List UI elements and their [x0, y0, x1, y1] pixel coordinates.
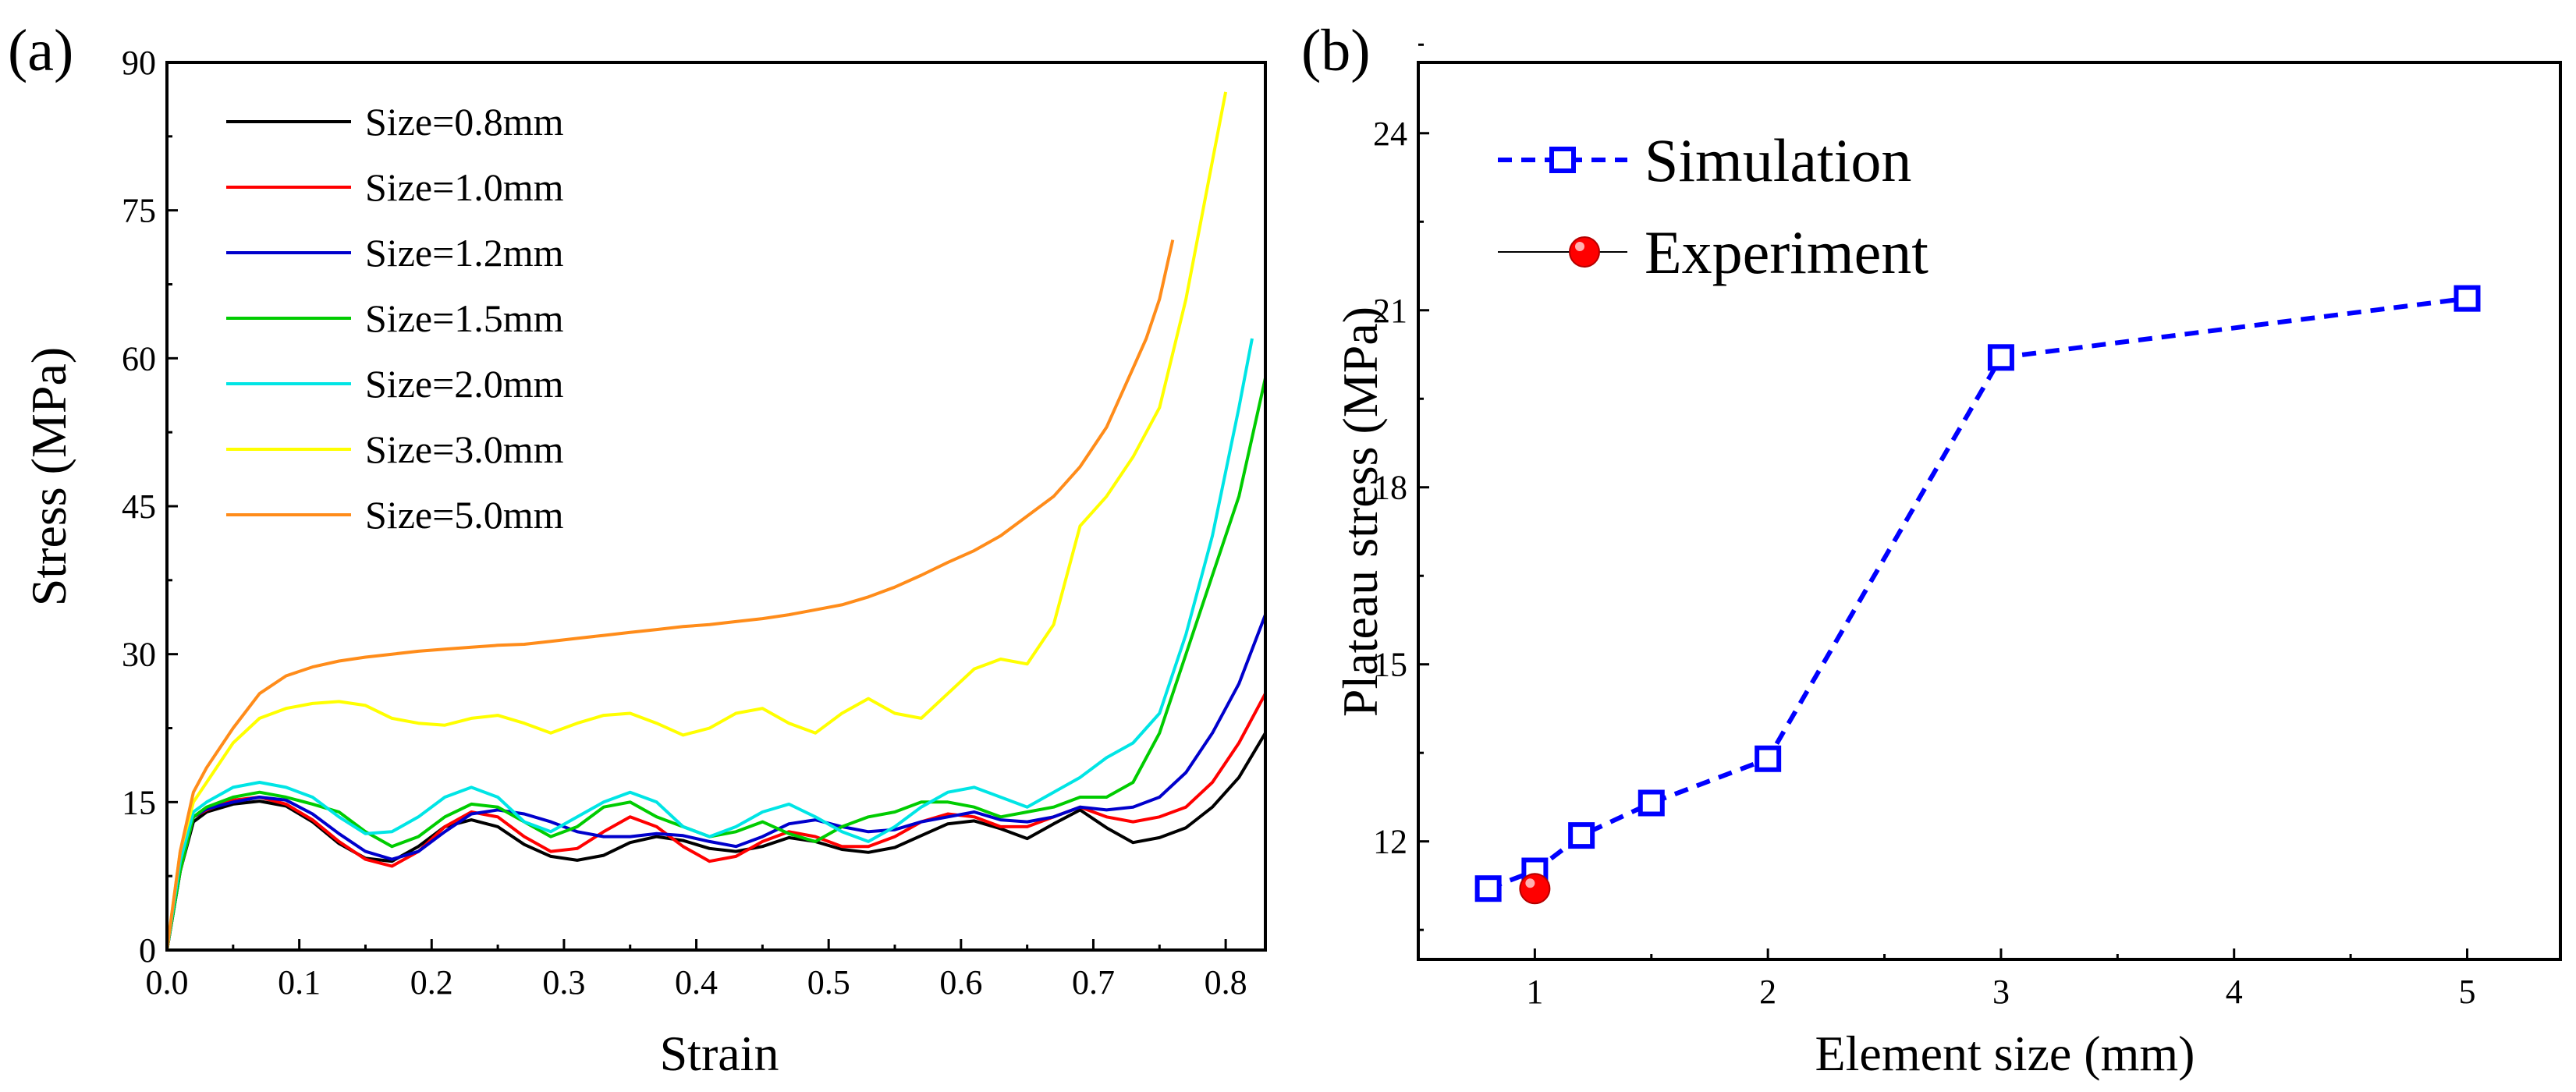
panel-b-frame: [1417, 61, 2562, 961]
y-tick-label: 18: [1373, 469, 1407, 507]
series-line-5: [165, 91, 1228, 951]
x-tick-label: 0.5: [807, 963, 850, 1002]
y-tick-label: 15: [1373, 646, 1407, 684]
experiment-marker-highlight: [1525, 878, 1535, 888]
legend-label-2: Size=1.2mm: [365, 231, 564, 275]
x-tick-label: 4: [2226, 973, 2243, 1011]
legend-label-experiment: Experiment: [1645, 218, 1928, 286]
x-tick-label: 0.1: [278, 963, 321, 1002]
panel-a-xlabel: Strain: [660, 1026, 779, 1081]
legend-label-simulation: Simulation: [1645, 126, 1911, 194]
panel-a-ylabel: Stress (MPa): [21, 347, 76, 606]
panel-b-xlabel: Element size (mm): [1815, 1026, 2195, 1081]
legend-label-0: Size=0.8mm: [365, 100, 564, 144]
legend-marker-experiment-highlight: [1575, 242, 1584, 251]
simulation-marker: [1637, 789, 1665, 817]
series-line-2: [165, 614, 1267, 951]
legend-label-5: Size=3.0mm: [365, 427, 564, 471]
x-tick-label: 0.8: [1205, 963, 1247, 1002]
simulation-marker: [1987, 344, 2014, 371]
simulation-line: [1487, 296, 2468, 892]
panel-a-legend: Size=0.8mm Size=1.0mm Size=1.2mm Size=1.5mm…: [226, 100, 564, 537]
x-tick-label: 0.7: [1072, 963, 1115, 1002]
panel-a-label: (a): [8, 18, 73, 83]
x-tick-label: 1: [1526, 973, 1543, 1011]
legend-label-6: Size=5.0mm: [365, 493, 564, 537]
y-tick-label: 90: [122, 44, 156, 82]
y-tick-label: 24: [1373, 115, 1407, 153]
legend-label-3: Size=1.5mm: [365, 296, 564, 340]
panel-a-frame: [165, 61, 1267, 952]
panel-b-label: (b): [1301, 18, 1371, 83]
legend-label-1: Size=1.0mm: [365, 165, 564, 209]
simulation-marker: [1755, 745, 1782, 772]
x-tick-label: 0.3: [542, 963, 585, 1002]
simulation-marker: [1474, 875, 1502, 902]
x-tick-label: 0.4: [675, 963, 718, 1002]
x-tick-label: 0.2: [410, 963, 453, 1002]
y-tick-label: 60: [122, 339, 156, 378]
y-tick-label: 75: [122, 192, 156, 230]
legend-marker-simulation: [1549, 147, 1576, 173]
y-tick-label: 45: [122, 488, 156, 526]
x-tick-label: 3: [1992, 973, 2010, 1011]
y-tick-label: 12: [1373, 823, 1407, 861]
y-tick-label: 0: [139, 931, 156, 970]
y-tick-label: 21: [1373, 292, 1407, 330]
y-tick-label: 15: [122, 783, 156, 821]
x-tick-label: 0.6: [939, 963, 982, 1002]
legend-marker-experiment: [1569, 236, 1600, 268]
simulation-marker: [1568, 822, 1595, 849]
x-tick-label: 2: [1759, 973, 1776, 1011]
legend-label-4: Size=2.0mm: [365, 362, 564, 406]
series-line-6: [165, 239, 1175, 951]
x-tick-label: 5: [2458, 973, 2475, 1011]
panel-b-chart: (b) Plateau stress (MPa) Element size (m…: [1301, 18, 2562, 1081]
panel-a-chart: (a) Stress (MPa) Strain 0.0 0.1 0.2 0.3 0.4 0…: [8, 18, 1267, 1081]
panel-a-plot-area: 0.0 0.1 0.2 0.3 0.4 0.5 0.6 0.7 0.8 0 15 30 45 60 75 90: [122, 44, 1267, 1002]
x-tick-label: 0.0: [146, 963, 189, 1002]
panel-b-legend: Simulation Experiment: [1498, 126, 1928, 286]
y-tick-label: 30: [122, 636, 156, 674]
panel-b-ylabel: Plateau stress (MPa): [1332, 307, 1388, 717]
series-line-4: [165, 338, 1254, 951]
simulation-marker: [2454, 285, 2481, 312]
series-line-1: [165, 693, 1267, 951]
experiment-marker: [1519, 873, 1551, 905]
